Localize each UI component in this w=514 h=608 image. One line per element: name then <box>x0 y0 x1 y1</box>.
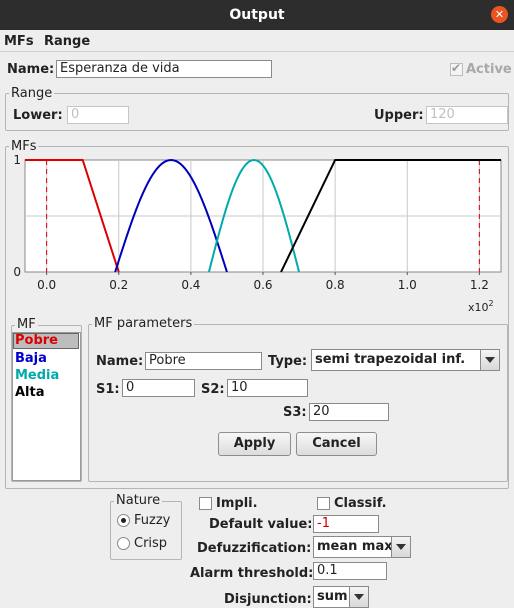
x-tick-label: 0.8 <box>326 278 345 292</box>
disjunction-label: Disjunction: <box>224 592 312 607</box>
mf-name-label: Name: <box>96 354 144 369</box>
mf-list-item-pobre[interactable]: Pobre <box>15 333 58 348</box>
close-icon[interactable]: ✕ <box>491 6 508 23</box>
window-title: Output <box>229 7 285 23</box>
y-tick-label: 1 <box>13 153 21 167</box>
s3-field[interactable]: 20 <box>309 403 389 421</box>
fuzzy-label: Fuzzy <box>134 513 171 528</box>
mf-list-selection <box>13 333 79 349</box>
crisp-label: Crisp <box>134 536 168 551</box>
mf-list-item-baja[interactable]: Baja <box>15 351 47 366</box>
mf-curve-media <box>207 158 301 273</box>
default-value-label: Default value: <box>209 517 313 532</box>
lower-label: Lower: <box>13 108 63 123</box>
menu-bar <box>0 30 514 52</box>
x-tick-label: 0.0 <box>37 278 56 292</box>
name-field[interactable]: Esperanza de vida <box>56 60 272 78</box>
chevron-down-icon[interactable] <box>391 537 410 557</box>
mf-type-label: Type: <box>268 354 308 369</box>
s1-field[interactable]: 0 <box>122 379 195 397</box>
mf-list-item-alta[interactable]: Alta <box>15 385 45 400</box>
alarm-threshold-field[interactable]: 0.1 <box>313 562 387 580</box>
menu-mfs[interactable]: MFs <box>4 34 34 49</box>
chart-range-markers <box>46 160 480 272</box>
mf-list-item-media[interactable]: Media <box>15 368 60 383</box>
active-label: Active <box>466 62 512 77</box>
chevron-down-icon[interactable] <box>349 587 368 607</box>
mfs-legend: MFs <box>9 139 39 154</box>
checkmark-icon: ✔ <box>451 61 462 75</box>
active-checkbox[interactable]: ✔ <box>450 61 463 76</box>
upper-label: Upper: <box>374 108 424 123</box>
y-tick-label: 0 <box>13 265 21 279</box>
mf-type-value: semi trapezoidal inf. <box>315 352 466 367</box>
upper-field[interactable]: 120 <box>426 106 508 124</box>
nature-group <box>110 501 182 560</box>
crisp-radio[interactable] <box>117 537 130 550</box>
x-tick-label: 0.4 <box>181 278 200 292</box>
nature-legend: Nature <box>114 493 163 508</box>
cancel-button[interactable]: Cancel <box>296 432 377 456</box>
alarm-threshold-label: Alarm threshold: <box>190 566 314 581</box>
mf-chart[interactable]: 0.0 0.2 0.4 0.6 0.8 1.0 1.2 0 1 x102 <box>5 148 509 320</box>
mf-params-legend: MF parameters <box>92 316 195 331</box>
mf-curve-alta <box>280 159 501 273</box>
fuzzy-radio[interactable] <box>117 514 130 527</box>
range-group <box>5 93 509 131</box>
x-tick-label: 0.6 <box>253 278 272 292</box>
impli-checkbox[interactable] <box>199 497 212 510</box>
mf-list[interactable] <box>12 332 81 481</box>
menu-range[interactable]: Range <box>44 34 91 49</box>
mf-name-field[interactable]: Pobre <box>145 352 262 370</box>
x-multiplier-base: x10 <box>468 301 489 314</box>
window-title-bar: Output <box>0 0 514 30</box>
chevron-down-icon[interactable] <box>480 350 499 370</box>
mf-list-group <box>11 325 82 482</box>
mf-list-legend: MF <box>15 317 38 332</box>
impli-label: Impli. <box>216 496 258 511</box>
name-label: Name: <box>7 62 55 77</box>
disjunction-value: sum <box>317 589 348 604</box>
default-value-field[interactable]: -1 <box>313 515 379 533</box>
s2-field[interactable]: 10 <box>227 379 308 397</box>
x-tick-label: 1.2 <box>470 278 489 292</box>
defuzzification-label: Defuzzification: <box>197 541 312 556</box>
range-legend: Range <box>9 86 55 101</box>
mf-curve-pobre <box>25 159 120 273</box>
lower-field[interactable]: 0 <box>67 106 129 124</box>
disjunction-select[interactable]: sum <box>313 586 369 608</box>
mf-type-select[interactable]: semi trapezoidal inf. <box>311 349 500 371</box>
mf-params-group <box>88 324 508 482</box>
s1-label: S1: <box>96 382 120 397</box>
s3-label: S3: <box>283 405 307 420</box>
classif-checkbox[interactable] <box>317 497 330 510</box>
chart-series <box>25 158 501 273</box>
mfs-group <box>5 146 509 489</box>
defuzzification-value: mean max <box>317 539 393 554</box>
x-tick-label: 0.2 <box>109 278 128 292</box>
apply-button[interactable]: Apply <box>218 432 291 456</box>
x-multiplier-label: x102 <box>468 299 494 314</box>
x-tick-label: 1.0 <box>398 278 417 292</box>
defuzzification-select[interactable]: mean max <box>313 536 411 558</box>
s2-label: S2: <box>201 382 225 397</box>
mf-curve-baja <box>114 158 228 273</box>
x-multiplier-exponent: 2 <box>489 299 494 308</box>
chart-tick-labels: 0.0 0.2 0.4 0.6 0.8 1.0 1.2 0 1 <box>13 153 489 292</box>
classif-label: Classif. <box>334 496 387 511</box>
